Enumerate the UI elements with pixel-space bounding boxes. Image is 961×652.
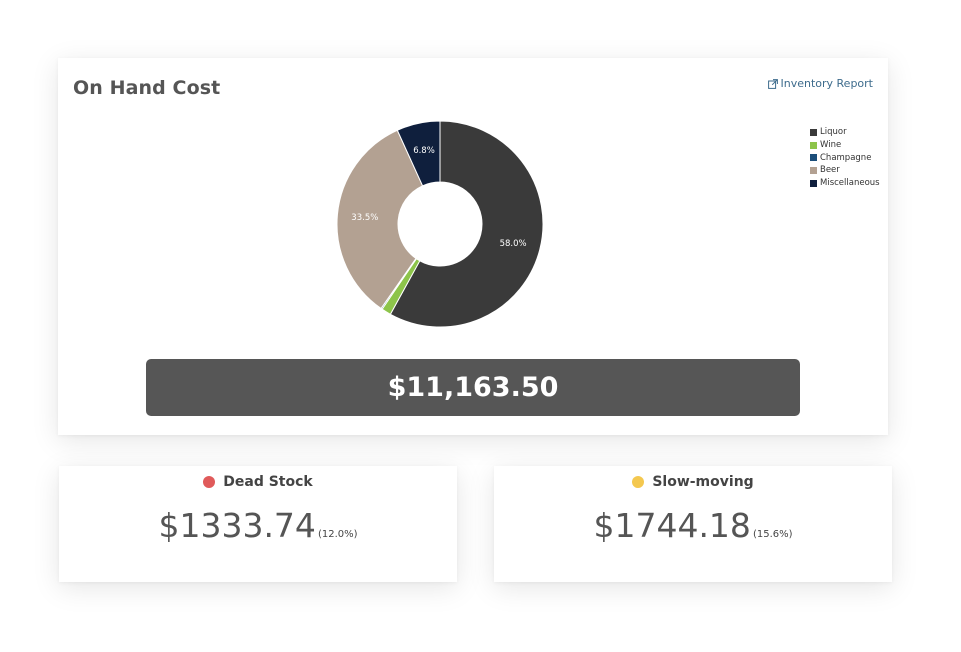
legend-swatch	[810, 180, 817, 188]
dead-stock-header: Dead Stock	[59, 474, 457, 490]
external-link-icon	[768, 78, 779, 89]
legend-item-champagne[interactable]: Champagne	[810, 152, 880, 165]
card-title: On Hand Cost	[73, 77, 221, 99]
slow-moving-status-dot	[632, 476, 645, 488]
slow-moving-percent: (15.6%)	[752, 529, 793, 540]
dead-stock-percent: (12.0%)	[317, 529, 358, 540]
on-hand-cost-card: On Hand Cost Inventory Report 58.0% 33.5%…	[58, 58, 888, 435]
inventory-report-label: Inventory Report	[780, 77, 873, 90]
dead-stock-value-row: $1333.74 (12.0%)	[59, 506, 457, 545]
slice-label-liquor: 58.0%	[500, 239, 527, 249]
slice-label-miscellaneous: 6.8%	[413, 146, 435, 156]
slice-beer[interactable]	[336, 129, 424, 310]
dead-stock-amount: $1333.74	[158, 506, 316, 545]
legend-item-liquor[interactable]: Liquor	[810, 126, 880, 139]
slice-liquor[interactable]	[389, 120, 544, 328]
legend-label: Liquor	[820, 127, 847, 137]
slow-moving-amount: $1744.18	[593, 506, 751, 545]
inventory-report-link[interactable]: Inventory Report	[768, 77, 873, 90]
on-hand-donut-chart: 58.0% 33.5% 6.8%	[336, 120, 544, 328]
dead-stock-status-dot	[203, 476, 216, 488]
slow-moving-label: Slow-moving	[652, 474, 754, 490]
legend-swatch	[810, 128, 817, 136]
chart-legend: Liquor Wine Champagne Beer Miscellaneous	[810, 126, 880, 190]
legend-swatch	[810, 141, 817, 149]
legend-label: Miscellaneous	[820, 178, 880, 189]
dead-stock-card: Dead Stock $1333.74 (12.0%)	[59, 466, 457, 582]
legend-label: Champagne	[820, 152, 872, 163]
legend-item-wine[interactable]: Wine	[810, 139, 880, 152]
total-cost-value: $11,163.50	[146, 359, 800, 416]
legend-swatch	[810, 154, 817, 162]
legend-label: Beer	[820, 165, 840, 176]
legend-item-miscellaneous[interactable]: Miscellaneous	[810, 177, 880, 190]
slow-moving-value-row: $1744.18 (15.6%)	[494, 506, 892, 545]
legend-item-beer[interactable]: Beer	[810, 164, 880, 177]
slice-miscellaneous[interactable]	[396, 120, 441, 187]
legend-label: Wine	[820, 139, 842, 150]
dead-stock-label: Dead Stock	[223, 474, 313, 490]
legend-swatch	[810, 167, 817, 175]
slow-moving-card: Slow-moving $1744.18 (15.6%)	[494, 466, 892, 582]
slice-label-beer: 33.5%	[351, 213, 378, 223]
slow-moving-header: Slow-moving	[494, 474, 892, 490]
